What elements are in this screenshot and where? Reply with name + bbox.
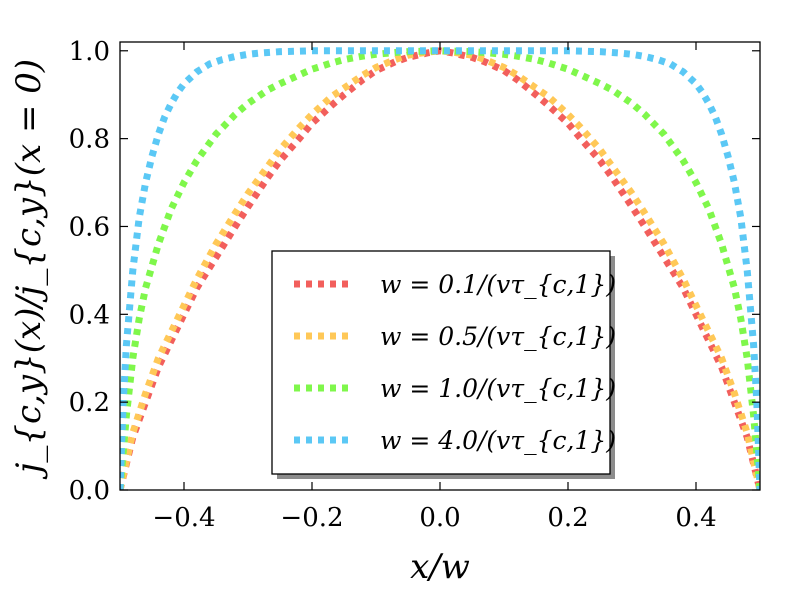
legend-label-1: w = 0.1/(vτ_{c,1}): [380, 270, 616, 299]
x-axis-label: x/w: [410, 547, 470, 587]
series-line-4: [120, 47, 760, 490]
x-tick-label: 0.0: [419, 503, 460, 533]
legend-entries: w = 0.1/(vτ_{c,1})w = 0.5/(vτ_{c,1})w = …: [294, 270, 616, 455]
y-tick-label: 0.0: [69, 476, 110, 506]
y-tick-label: 0.8: [69, 125, 110, 155]
x-tick-label: 0.2: [547, 503, 588, 533]
series-line-1: [120, 47, 760, 490]
y-axis-label: j_{c,y}(x)/j_{c,y}(x = 0): [9, 59, 49, 480]
legend-label-4: w = 4.0/(vτ_{c,1}): [380, 426, 616, 455]
y-tick-label: 0.6: [69, 212, 110, 242]
x-tick-label: −0.4: [152, 503, 215, 533]
y-tick-label: 0.2: [69, 388, 110, 418]
y-tick-label: 0.4: [69, 300, 110, 330]
legend-label-3: w = 1.0/(vτ_{c,1}): [380, 374, 616, 403]
legend-label-2: w = 0.5/(vτ_{c,1}): [380, 322, 616, 351]
x-tick-label: −0.2: [280, 503, 343, 533]
series-line-3: [120, 47, 760, 490]
legend: w = 0.1/(vτ_{c,1})w = 0.5/(vτ_{c,1})w = …: [271, 250, 616, 479]
series-layer: [120, 47, 760, 490]
tick-layer: −0.4 −0.2 0.0 0.2 0.4 0.0 0.2 0.4 0.6 0.8 1.0: [69, 37, 760, 533]
x-tick-label: 0.4: [675, 503, 716, 533]
y-tick-label: 1.0: [69, 37, 110, 67]
legend-box: [271, 250, 611, 475]
